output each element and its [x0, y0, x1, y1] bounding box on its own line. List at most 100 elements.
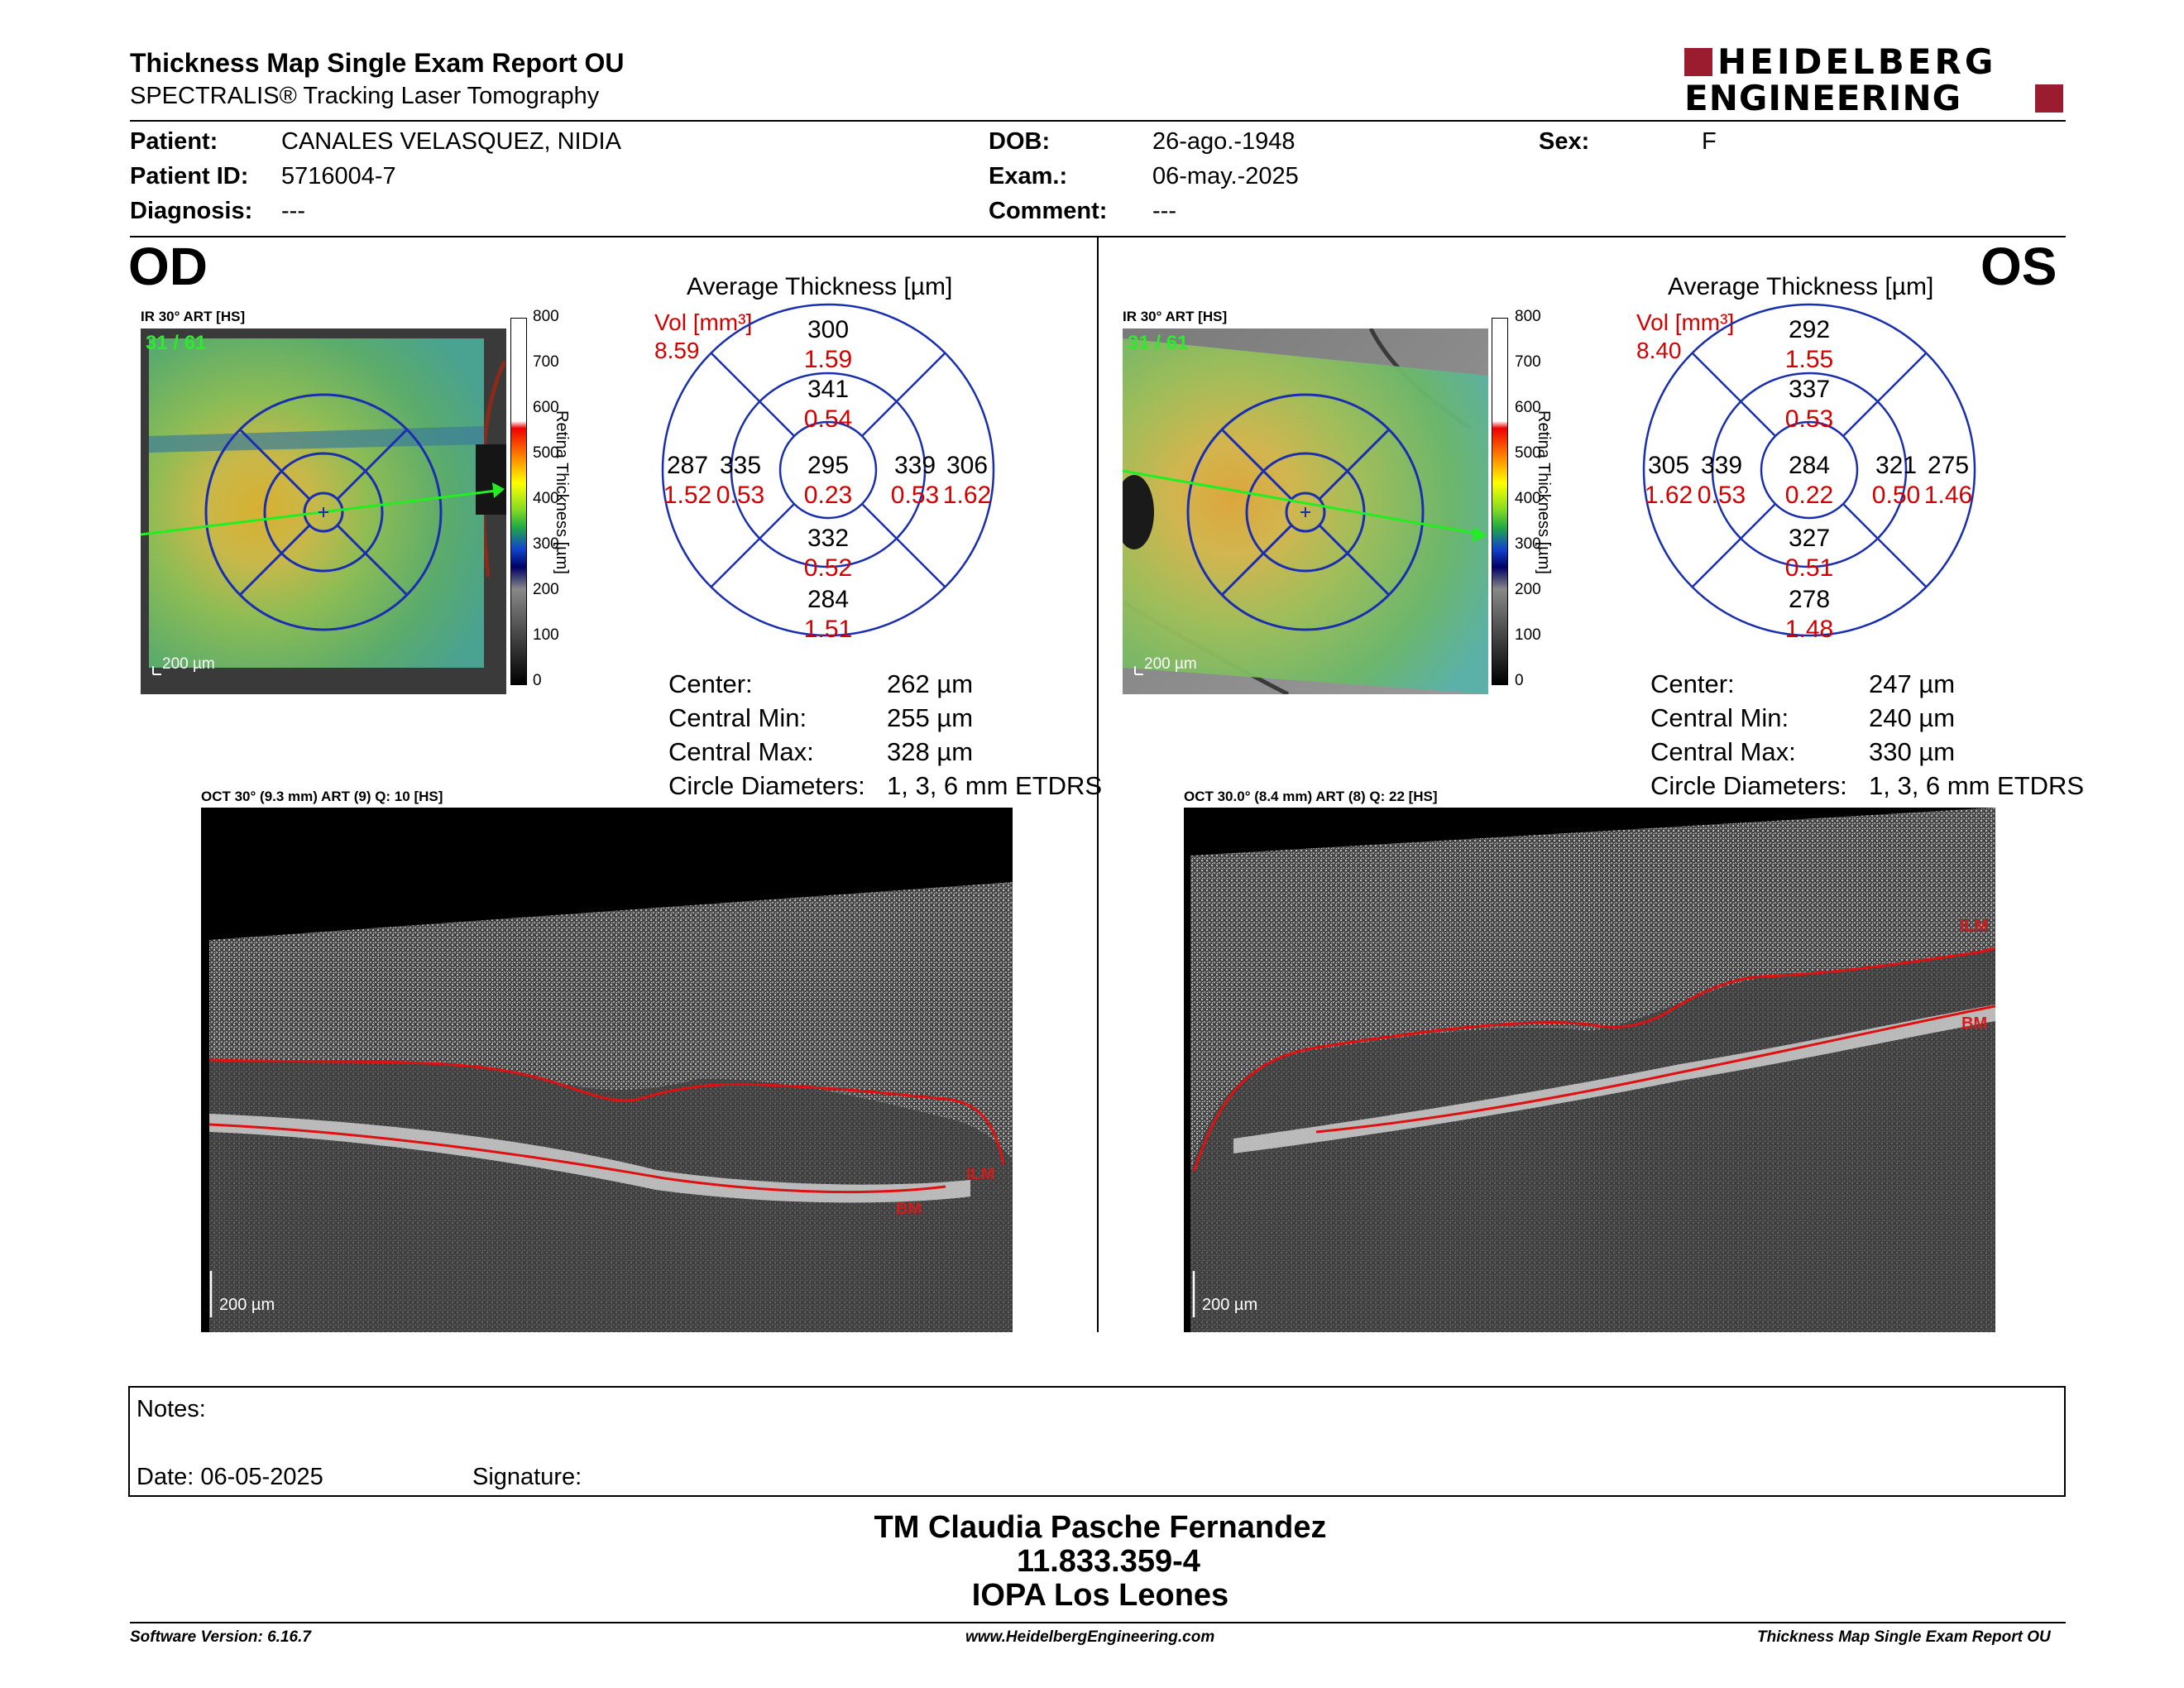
od-center-vol: 0.23: [803, 482, 853, 509]
od-vol-label: Vol [mm³]: [654, 309, 753, 335]
comment-value: ---: [1152, 198, 1176, 224]
od-fundus-svg: [141, 328, 506, 694]
os-outer-top-thk: 292: [1788, 316, 1831, 343]
os-inner-left-thk: 339: [1700, 452, 1743, 479]
od-center-thk: 295: [807, 452, 850, 479]
os-map-scale: 200 µm: [1144, 655, 1197, 673]
os-cbar-tick-700: 700: [1515, 353, 1541, 371]
od-vol-value: 8.59: [654, 338, 700, 363]
os-circ-label: Circle Diameters:: [1650, 771, 1847, 800]
od-center-value: 262 µm: [887, 669, 974, 698]
os-inner-right-thk: 321: [1875, 452, 1918, 479]
od-circ-value: 1, 3, 6 mm ETDRS: [887, 771, 1103, 800]
od-oct-scan: ILM BM 200 µm: [201, 808, 1013, 1332]
os-cmin-label: Central Min:: [1650, 703, 1789, 732]
od-cbar-tick-700: 700: [533, 353, 559, 371]
od-ir-label: IR 30° ART [HS]: [141, 309, 246, 324]
footer-divider: [130, 1622, 2066, 1623]
patient-divider: [130, 236, 2066, 237]
eye-label-os: OS: [1980, 237, 2057, 296]
os-cmax-value: 330 µm: [1869, 737, 1956, 766]
os-oct-svg: [1190, 808, 1995, 1332]
od-colorbar-ticks: 800 700 600 500 400 300 200 100 0: [533, 308, 566, 697]
eye-label-od: OD: [128, 237, 208, 296]
os-etdrs-grid: 292 1.55 337 0.53 284 0.22 327 0.51 278 …: [1641, 302, 1977, 643]
os-inner-bottom-vol: 0.51: [1784, 554, 1834, 582]
od-frame-counter: 31 / 61: [146, 332, 207, 354]
os-cbar-tick-200: 200: [1515, 581, 1541, 598]
os-inner-left-vol: 0.53: [1697, 482, 1746, 509]
od-outer-left-thk: 287: [666, 452, 709, 479]
od-map-scale: 200 µm: [162, 655, 215, 673]
os-outer-right-vol: 1.46: [1923, 482, 1973, 509]
heidelberg-logo: HEIDELBERG ENGINEERING: [1684, 41, 2065, 118]
os-outer-left-thk: 305: [1647, 452, 1690, 479]
od-cbar-tick-600: 600: [533, 399, 559, 416]
patient-id: 5716004-7: [281, 163, 396, 189]
os-vol-value: 8.40: [1636, 338, 1682, 363]
os-outer-bottom-thk: 278: [1788, 586, 1831, 613]
footer-website-link[interactable]: www.HeidelbergEngineering.com: [965, 1628, 1215, 1646]
os-colorbar: [1492, 318, 1508, 685]
os-cbar-tick-600: 600: [1515, 399, 1541, 416]
sex-value: F: [1702, 128, 1717, 155]
logo-text-line2: ENGINEERING: [1684, 78, 1962, 118]
os-fundus-svg: [1123, 328, 1488, 694]
od-circ-label: Circle Diameters:: [668, 771, 865, 800]
od-measurements: Center: 262 µm Central Min: 255 µm Centr…: [668, 667, 1103, 808]
os-oct-scale: 200 µm: [1202, 1296, 1258, 1314]
os-avg-title: Average Thickness [µm]: [1668, 273, 1934, 300]
footer-report-name: Thickness Map Single Exam Report OU: [1757, 1628, 2051, 1646]
diagnosis-value: ---: [281, 198, 305, 224]
od-cmax-value: 328 µm: [887, 737, 974, 766]
od-colorbar: [510, 318, 527, 685]
od-inner-top-thk: 341: [807, 376, 850, 403]
os-cmax-label: Central Max:: [1650, 737, 1796, 766]
logo-square-top: [1684, 48, 1712, 76]
os-cbar-tick-800: 800: [1515, 308, 1541, 325]
os-frame-counter: 31 / 61: [1128, 332, 1189, 354]
os-inner-top-vol: 0.53: [1784, 405, 1834, 433]
od-inner-bottom-thk: 332: [807, 525, 850, 552]
dob-value: 26-ago.-1948: [1152, 128, 1296, 155]
od-cbar-tick-100: 100: [533, 626, 559, 644]
header-divider: [130, 120, 2066, 122]
od-inner-bottom-vol: 0.52: [803, 554, 853, 582]
os-measurements: Center: 247 µm Central Min: 240 µm Centr…: [1650, 667, 2097, 808]
notes-label: Notes:: [136, 1396, 206, 1422]
od-cbar-tick-300: 300: [533, 535, 559, 553]
patient-label: Patient:: [130, 128, 218, 155]
notes-box[interactable]: Notes: Date: 06-05-2025 Signature:: [128, 1386, 2066, 1497]
od-inner-left-vol: 0.53: [716, 482, 765, 509]
os-center-vol: 0.22: [1784, 482, 1834, 509]
od-outer-top-vol: 1.59: [803, 346, 853, 373]
od-cmin-value: 255 µm: [887, 703, 974, 732]
os-outer-top-vol: 1.55: [1784, 346, 1834, 373]
report-title: Thickness Map Single Exam Report OU: [130, 48, 625, 78]
os-outer-bottom-vol: 1.48: [1784, 616, 1834, 643]
od-cbar-tick-0: 0: [533, 672, 542, 689]
os-inner-top-thk: 337: [1788, 376, 1831, 403]
od-thickness-map: 31 / 61 200 µm: [141, 328, 506, 694]
os-oct-label: OCT 30.0° (8.4 mm) ART (8) Q: 22 [HS]: [1184, 789, 1438, 804]
os-ir-label: IR 30° ART [HS]: [1123, 309, 1228, 324]
diagnosis-label: Diagnosis:: [130, 198, 253, 224]
os-cbar-tick-100: 100: [1515, 626, 1541, 644]
dob-label: DOB:: [989, 128, 1051, 155]
date-label: Date: 06-05-2025: [136, 1464, 323, 1490]
os-outer-left-vol: 1.62: [1644, 482, 1693, 509]
os-circ-value: 1, 3, 6 mm ETDRS: [1869, 771, 2085, 800]
os-colorbar-ticks: 800 700 600 500 400 300 200 100 0: [1515, 308, 1548, 697]
od-cbar-tick-400: 400: [533, 490, 559, 507]
od-cbar-tick-800: 800: [533, 308, 559, 325]
eye-divider: [1097, 237, 1099, 1332]
sex-label: Sex:: [1539, 128, 1590, 155]
os-etdrs-svg: [1642, 303, 1976, 637]
os-bm-label: BM: [1961, 1014, 1988, 1033]
exam-label: Exam.:: [989, 163, 1068, 189]
sig-institution: IOPA Los Leones: [971, 1578, 1229, 1613]
os-cmin-value: 240 µm: [1869, 703, 1956, 732]
od-inner-left-thk: 335: [719, 452, 762, 479]
os-inner-bottom-thk: 327: [1788, 525, 1831, 552]
os-thickness-map: 31 / 61 200 µm: [1123, 328, 1488, 694]
